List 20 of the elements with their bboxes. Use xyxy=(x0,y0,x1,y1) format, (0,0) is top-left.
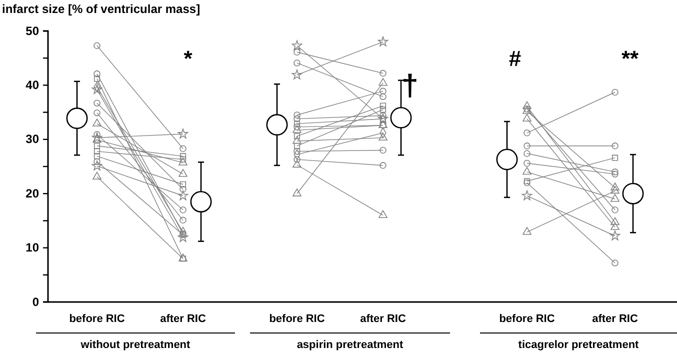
text: ticagrelor pretreatment xyxy=(518,339,640,351)
x-tick-label: before RIC xyxy=(69,313,125,325)
annotation: * xyxy=(184,46,193,71)
annotation: ** xyxy=(621,46,639,71)
y-tick-label: 0 xyxy=(32,294,40,309)
y-tick-label: 10 xyxy=(26,240,40,255)
text: aspirin pretreatment xyxy=(296,339,404,351)
text: without pretreatment xyxy=(80,339,191,351)
y-tick-label: 50 xyxy=(26,24,40,38)
annotation: † xyxy=(402,70,418,103)
y-tick-label: 20 xyxy=(26,186,40,200)
x-tick-label: after RIC xyxy=(360,313,406,325)
y-axis-title: infarct size [% of ventricular mass] xyxy=(2,2,200,16)
x-tick-label: before RIC xyxy=(499,313,555,325)
x-tick-label: before RIC xyxy=(269,313,325,325)
y-tick-label: 30 xyxy=(26,132,40,146)
y-tick-label: 40 xyxy=(26,78,40,92)
x-tick-label: after RIC xyxy=(160,313,206,325)
annotation: # xyxy=(508,46,522,71)
x-tick-label: after RIC xyxy=(592,313,638,325)
